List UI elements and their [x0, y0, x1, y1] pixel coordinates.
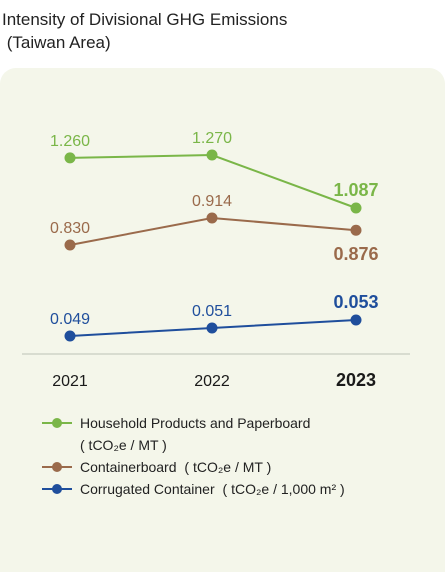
data-point-0-0 [64, 152, 76, 164]
legend-unit-containerboard: ( tCO₂e / MT ) [184, 459, 272, 475]
data-point-1-2 [350, 224, 362, 236]
data-point-2-2 [350, 314, 362, 326]
chart-panel [0, 68, 445, 572]
data-point-1-0 [64, 239, 76, 251]
data-label-2-2: 0.053 [333, 292, 378, 312]
chart-title-line-2: (Taiwan Area) [2, 33, 111, 52]
x-tick-label-0: 2021 [52, 373, 88, 390]
chart-legend: Household Products and Paperboard ( tCO₂… [42, 412, 345, 500]
data-label-2-0: 0.049 [50, 311, 90, 328]
line-chart: 1.260 1.270 1.087 0.830 0.914 0.876 0.049 0.051… [22, 130, 410, 390]
data-point-0-1 [206, 149, 218, 161]
chart-title-line-1: Intensity of Divisional GHG Emissions [2, 10, 288, 29]
legend-item-household: Household Products and Paperboard ( tCO₂… [42, 412, 345, 456]
x-tick-label-2: 2023 [336, 370, 376, 390]
legend-unit-household: ( tCO₂e / MT ) [80, 437, 167, 453]
data-point-1-1 [206, 212, 218, 224]
legend-label-corrugated: Corrugated Container [80, 481, 215, 497]
data-label-1-0: 0.830 [50, 220, 90, 237]
legend-unit-corrugated: ( tCO₂e / 1,000 m² ) [222, 481, 345, 497]
data-label-2-1: 0.051 [192, 303, 232, 320]
data-label-0-2: 1.087 [333, 180, 378, 200]
legend-label-household: Household Products and Paperboard [80, 415, 311, 431]
legend-swatch-household [42, 418, 72, 428]
data-label-1-2: 0.876 [333, 244, 378, 264]
legend-swatch-containerboard [42, 462, 72, 472]
data-label-0-1: 1.270 [192, 130, 232, 147]
x-tick-label-1: 2022 [194, 373, 230, 390]
data-label-1-1: 0.914 [192, 193, 232, 210]
data-point-0-2 [350, 202, 362, 214]
legend-item-containerboard: Containerboard ( tCO₂e / MT ) [42, 456, 345, 478]
chart-title: Intensity of Divisional GHG Emissions (T… [2, 8, 287, 54]
legend-swatch-corrugated [42, 484, 72, 494]
data-point-2-0 [64, 330, 76, 342]
data-point-2-1 [206, 322, 218, 334]
legend-label-containerboard: Containerboard [80, 459, 177, 475]
data-label-0-0: 1.260 [50, 133, 90, 150]
legend-item-corrugated: Corrugated Container ( tCO₂e / 1,000 m² … [42, 478, 345, 500]
